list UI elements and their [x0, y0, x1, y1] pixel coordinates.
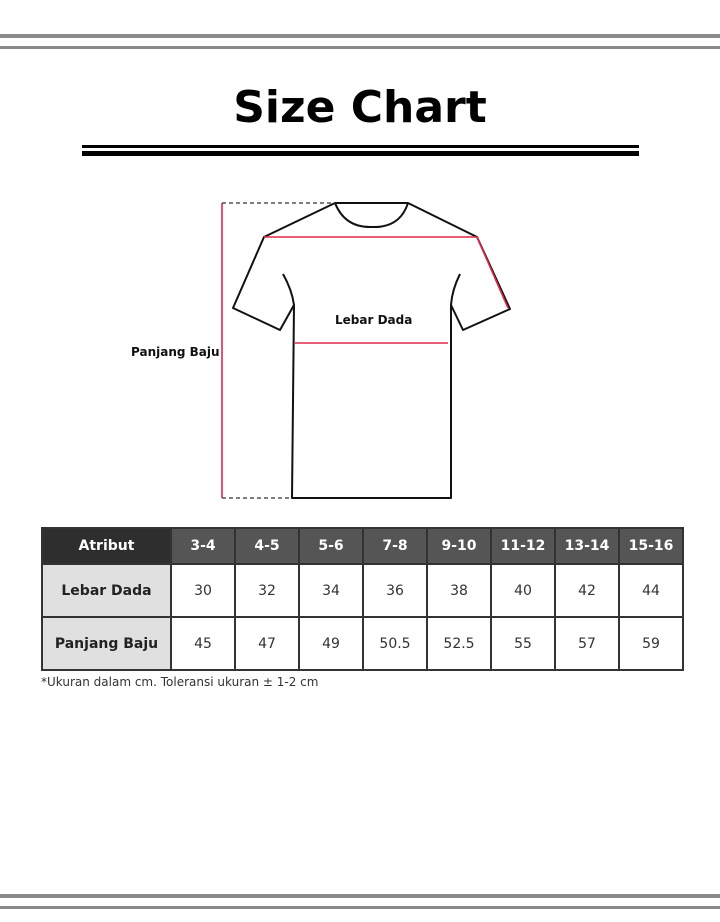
table-cell: 52.5 [426, 616, 492, 671]
table-cell: 50.5 [362, 616, 428, 671]
tshirt-side-left [282, 273, 295, 306]
table-cell: 32 [234, 563, 300, 618]
table-row: Panjang Baju 45 47 49 50.5 52.5 55 57 59 [41, 616, 684, 671]
page-title: Size Chart [233, 82, 487, 133]
title-underline [82, 145, 639, 148]
title-underline [82, 151, 639, 156]
header-cell: 4-5 [234, 527, 300, 565]
table-cell: 36 [362, 563, 428, 618]
table-cell: 30 [170, 563, 236, 618]
length-label: Panjang Baju [131, 345, 220, 359]
size-table: Atribut 3-4 4-5 5-6 7-8 9-10 11-12 13-14… [41, 527, 684, 671]
top-border-line [0, 46, 720, 49]
table-row: Lebar Dada 30 32 34 36 38 40 42 44 [41, 563, 684, 618]
table-cell: 49 [298, 616, 364, 671]
row-label: Panjang Baju [41, 616, 172, 671]
tshirt-collar [334, 202, 409, 229]
header-cell: 15-16 [618, 527, 684, 565]
sleeve-measure-line [476, 236, 509, 309]
header-cell: Atribut [41, 527, 172, 565]
bottom-border-line [0, 894, 720, 898]
chest-label: Lebar Dada [335, 313, 413, 327]
tshirt-outline [232, 202, 511, 499]
header-cell: 3-4 [170, 527, 236, 565]
size-note: *Ukuran dalam cm. Toleransi ukuran ± 1-2… [41, 675, 319, 689]
table-header-row: Atribut 3-4 4-5 5-6 7-8 9-10 11-12 13-14… [41, 527, 684, 565]
table-cell: 44 [618, 563, 684, 618]
row-label: Lebar Dada [41, 563, 172, 618]
table-cell: 42 [554, 563, 620, 618]
top-border-line [0, 34, 720, 38]
table-cell: 45 [170, 616, 236, 671]
header-cell: 11-12 [490, 527, 556, 565]
header-cell: 5-6 [298, 527, 364, 565]
table-cell: 57 [554, 616, 620, 671]
bottom-border-line [0, 906, 720, 909]
header-cell: 13-14 [554, 527, 620, 565]
tshirt-side-right [450, 273, 461, 306]
table-cell: 47 [234, 616, 300, 671]
table-cell: 34 [298, 563, 364, 618]
table-cell: 40 [490, 563, 556, 618]
header-cell: 9-10 [426, 527, 492, 565]
table-cell: 55 [490, 616, 556, 671]
table-cell: 38 [426, 563, 492, 618]
header-cell: 7-8 [362, 527, 428, 565]
table-cell: 59 [618, 616, 684, 671]
